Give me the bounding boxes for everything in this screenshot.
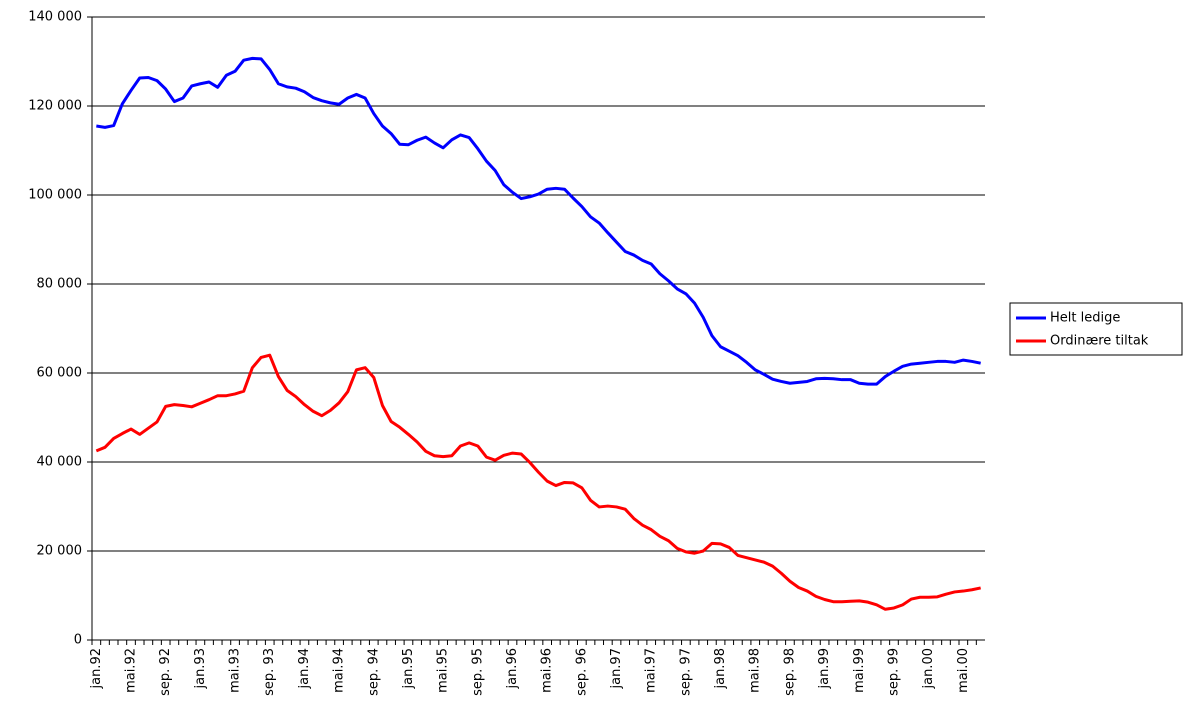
x-tick-label: jan.98	[713, 648, 728, 690]
x-tick-label: sep. 99	[886, 648, 901, 696]
x-tick-label: jan.00	[921, 648, 936, 690]
x-tick-label: jan.92	[89, 648, 104, 690]
x-tick-label: sep. 94	[366, 648, 381, 696]
x-tick-label: mai.97	[644, 648, 659, 693]
x-tick-label: jan.97	[609, 648, 624, 690]
y-tick-label: 60 000	[37, 366, 83, 381]
series-line	[95, 353, 981, 611]
x-tick-label: jan.95	[401, 648, 416, 690]
y-tick-label: 40 000	[37, 455, 83, 470]
x-tick-label: jan.94	[297, 648, 312, 690]
y-tick-label: 140 000	[28, 10, 82, 25]
x-tick-label: mai.95	[436, 648, 451, 693]
x-tick-label: jan.96	[505, 648, 520, 690]
x-tick-label: mai.00	[956, 648, 971, 693]
x-tick-label: mai.99	[852, 648, 867, 693]
x-tick-label: mai.98	[748, 648, 763, 693]
x-tick-label: jan.99	[817, 648, 832, 690]
y-tick-label: 80 000	[37, 277, 83, 292]
legend-label: Helt ledige	[1050, 311, 1120, 326]
y-tick-label: 100 000	[28, 188, 82, 203]
x-tick-label: mai.94	[332, 648, 347, 693]
series-line	[96, 56, 981, 386]
x-tick-label: mai.93	[228, 648, 243, 693]
y-tick-label: 20 000	[37, 544, 83, 559]
y-tick-label: 0	[74, 633, 82, 648]
x-tick-label: mai.92	[124, 648, 139, 693]
x-tick-label: jan.93	[193, 648, 208, 690]
x-tick-label: sep. 98	[782, 648, 797, 696]
x-tick-label: sep. 97	[678, 648, 693, 696]
x-tick-label: sep. 96	[574, 648, 589, 696]
x-tick-label: sep. 93	[262, 648, 277, 696]
y-tick-label: 120 000	[28, 99, 82, 114]
x-tick-label: mai.96	[540, 648, 555, 693]
x-tick-label: sep. 92	[158, 648, 173, 696]
legend-box	[1009, 302, 1183, 356]
x-tick-label: sep. 95	[470, 648, 485, 696]
legend-label: Ordinære tiltak	[1050, 334, 1149, 349]
